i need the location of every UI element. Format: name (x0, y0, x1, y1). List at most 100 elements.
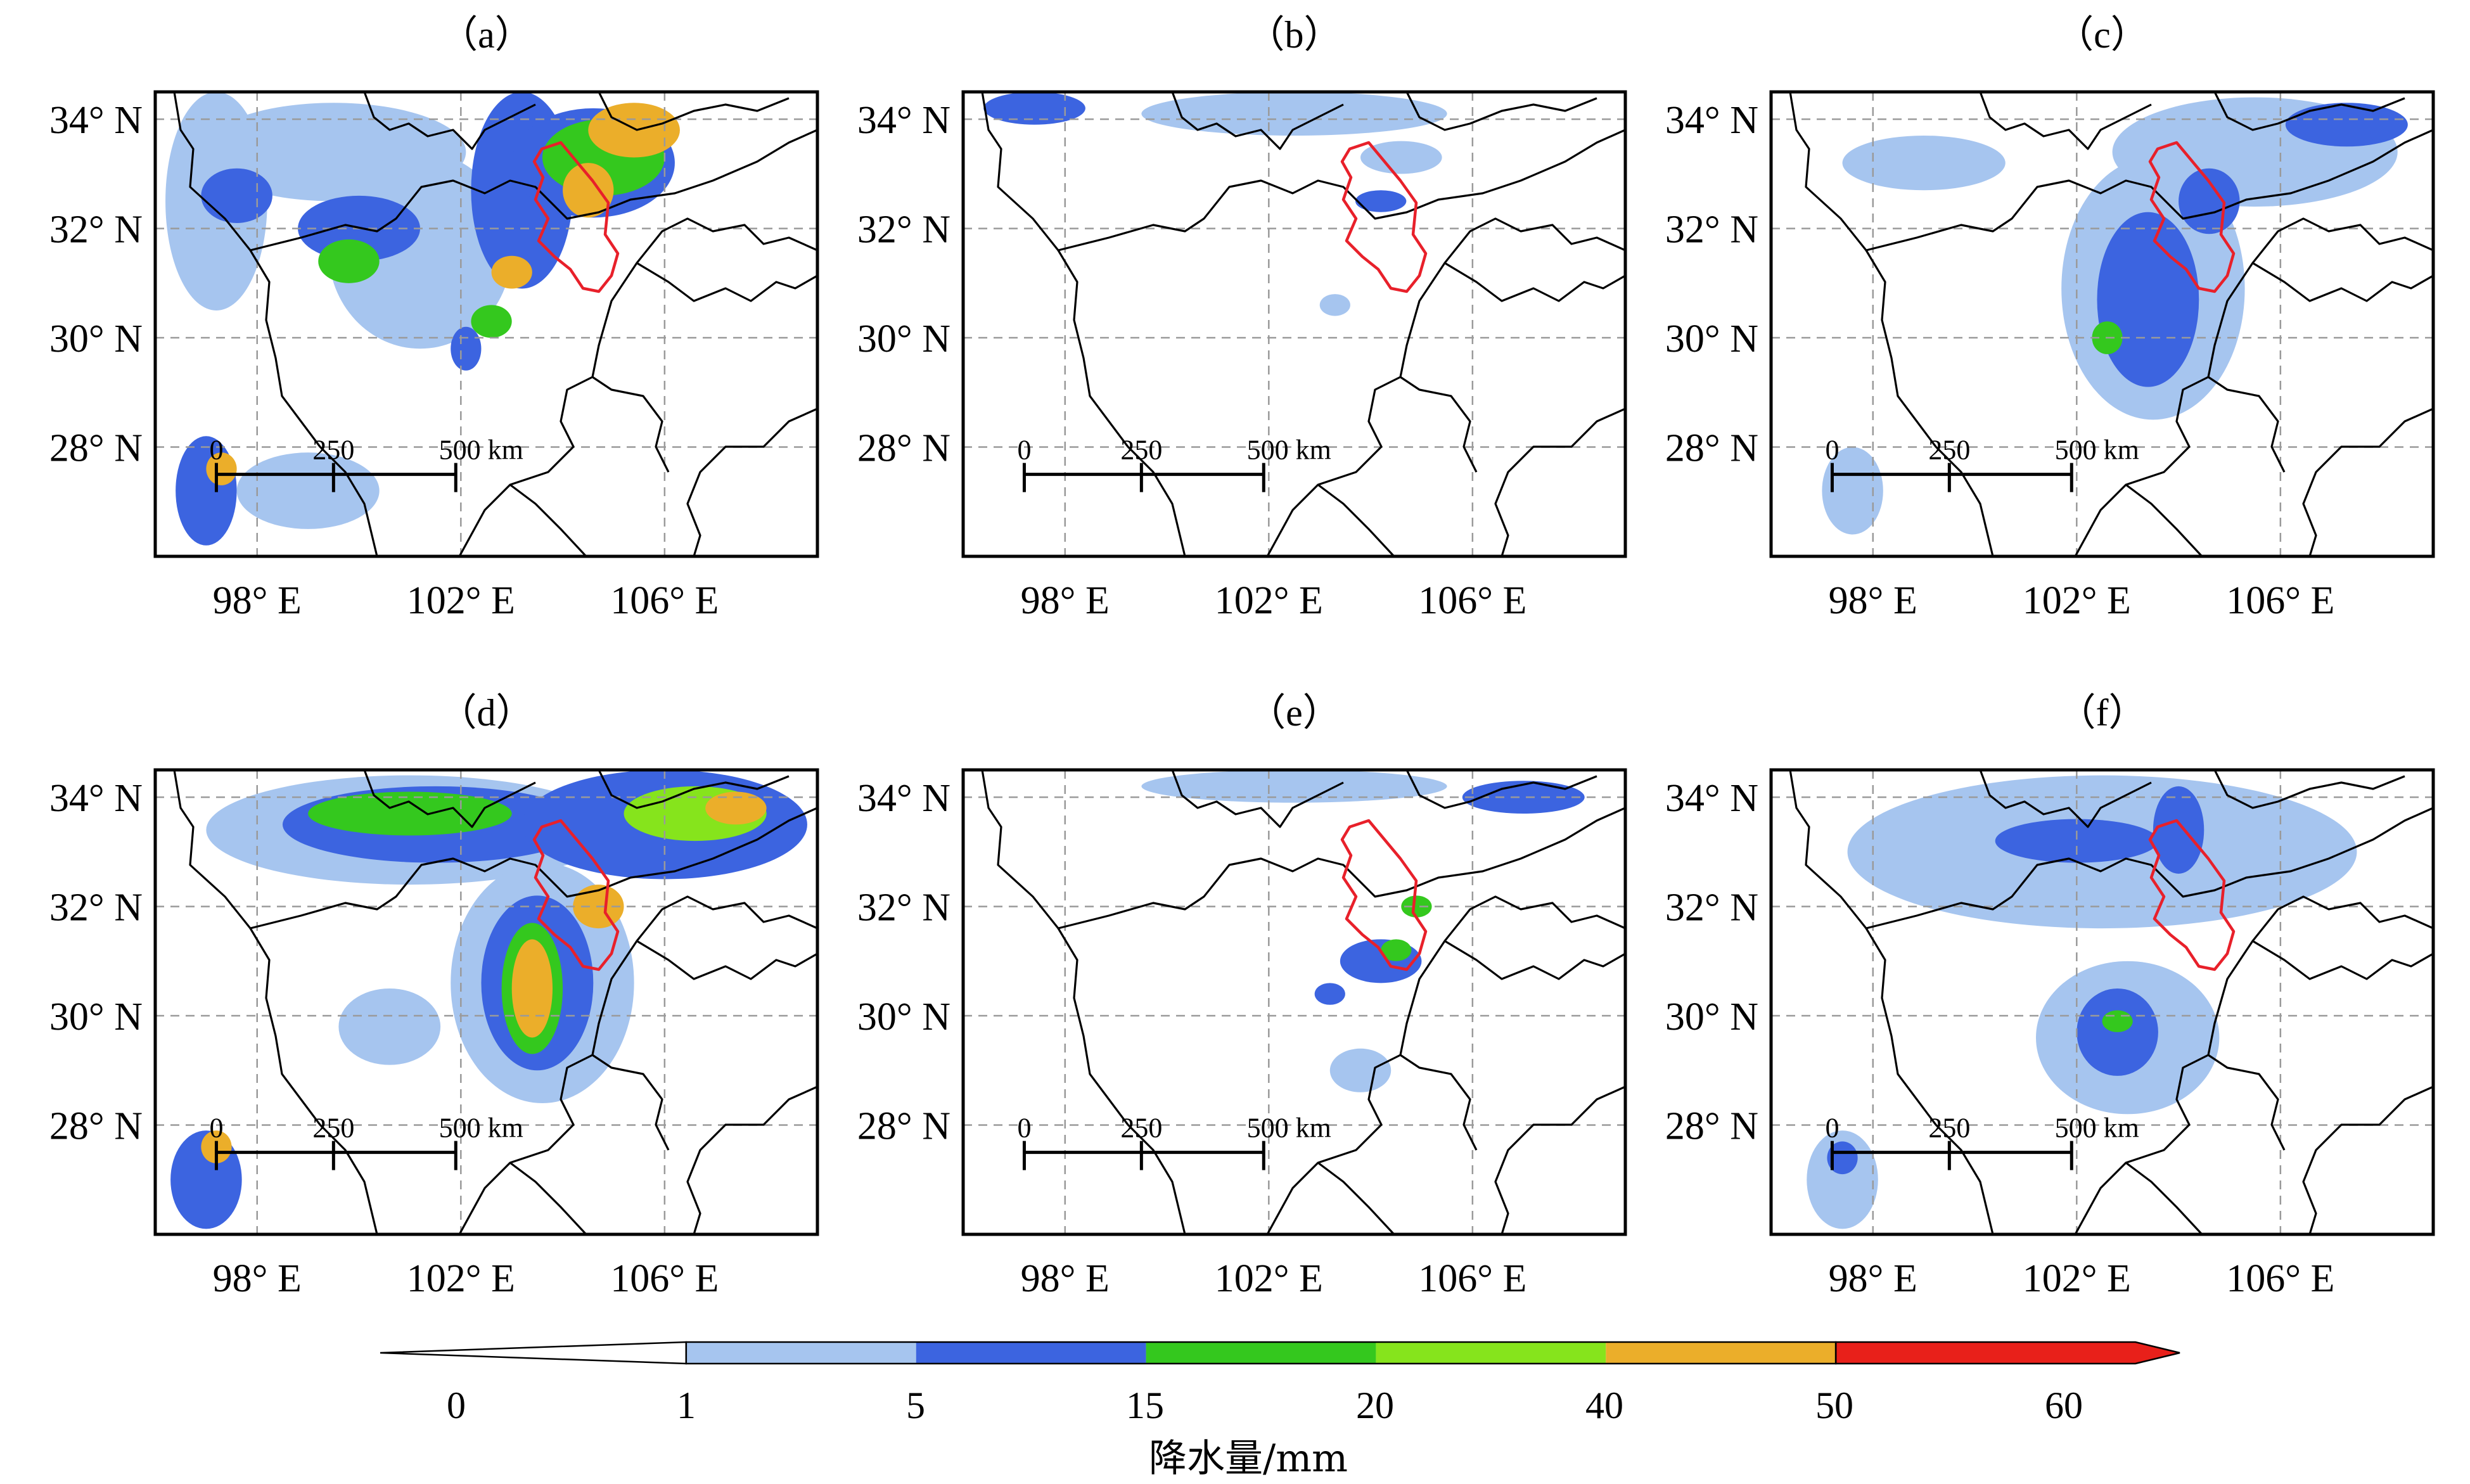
rain-area (1995, 819, 2158, 863)
latitude-tick-label: 30° N (857, 317, 950, 361)
province-border (509, 1161, 587, 1234)
plot-area: 0 250 500 km (1771, 92, 2433, 556)
rain-area (318, 239, 380, 283)
rain-area (1401, 895, 1432, 918)
longitude-tick-label: 106° E (2226, 1257, 2334, 1300)
colorbar-tick-label: 40 (1585, 1385, 1623, 1426)
latitude-tick-label: 28° N (49, 1105, 143, 1148)
province-border (2125, 1161, 2203, 1234)
province-border (2302, 1085, 2433, 1234)
map-panels: （a） 0 250 500 km 98° E 102° E 106° E 28° N 30° N… (49, 14, 2435, 1300)
province-border (1058, 129, 1625, 252)
rain-area (1822, 447, 1883, 535)
plot-area: 0 250 500 km (963, 770, 1625, 1234)
latitude-tick-label: 30° N (1665, 995, 1758, 1039)
rain-area (1360, 141, 1442, 174)
scale-bar-label: 500 km (2055, 1113, 2139, 1144)
rain-area (1319, 294, 1350, 316)
province-border (2208, 376, 2286, 473)
rain-area (176, 436, 237, 546)
scale-bar-label: 500 km (1247, 435, 1331, 466)
province-border (686, 407, 817, 556)
colorbar-segment (1376, 1342, 1606, 1364)
rain-area (2076, 988, 2158, 1076)
latitude-tick-label: 34° N (857, 99, 950, 142)
province-border (1317, 1161, 1395, 1234)
province-border (636, 940, 817, 980)
latitude-tick-label: 32° N (49, 886, 143, 930)
plot-area: 0 250 500 km (1771, 770, 2433, 1234)
province-border (2252, 262, 2433, 302)
scale-bar-label: 0 (209, 1113, 223, 1144)
province-border (1865, 129, 2433, 252)
province-border (2074, 217, 2433, 556)
longitude-tick-label: 98° E (1829, 1257, 1917, 1300)
longitude-tick-label: 106° E (2226, 579, 2334, 622)
map-panel: （c） 0 250 500 km 98° E 102° E 106° E 28° N 30° N… (1665, 14, 2435, 622)
latitude-tick-label: 28° N (857, 427, 950, 470)
rain-area (2097, 212, 2199, 387)
latitude-tick-label: 30° N (49, 995, 143, 1039)
colorbar-segment (1146, 1342, 1376, 1364)
province-border (1058, 807, 1625, 930)
scale-bar-label: 0 (1017, 435, 1031, 466)
latitude-tick-label: 28° N (1665, 427, 1758, 470)
province-border (598, 770, 790, 809)
panel-frame (1769, 90, 2435, 558)
province-border (2208, 1054, 2286, 1151)
study-basin-outline (532, 141, 620, 293)
longitude-tick-label: 102° E (1215, 579, 1323, 622)
scale-bar-label: 0 (1017, 1113, 1031, 1144)
longitude-tick-label: 98° E (1021, 579, 1110, 622)
province-border (2125, 483, 2203, 556)
scale-bar-label: 500 km (439, 1113, 523, 1144)
colorbar-tick-label: 5 (906, 1385, 925, 1426)
latitude-tick-label: 34° N (857, 777, 950, 820)
province-border (2302, 407, 2433, 556)
longitude-tick-label: 98° E (1021, 1257, 1110, 1300)
province-border (2252, 940, 2433, 980)
longitude-tick-label: 102° E (2023, 579, 2131, 622)
province-border (1317, 483, 1395, 556)
province-border (2074, 895, 2433, 1234)
scale-bar-label: 0 (209, 435, 223, 466)
colorbar-tick-label: 60 (2045, 1385, 2083, 1426)
panel-label: （d） (439, 692, 534, 734)
rain-area (236, 452, 380, 529)
province-border (1494, 1085, 1625, 1234)
rain-area (1842, 135, 2006, 191)
rain-area (2179, 168, 2240, 234)
province-border (173, 92, 378, 556)
longitude-tick-label: 102° E (1215, 1257, 1323, 1300)
rain-area (1141, 770, 1447, 803)
rain-area (2285, 103, 2408, 147)
study-basin-outline (532, 819, 620, 971)
rain-area (705, 791, 767, 825)
rain-area (491, 255, 532, 289)
latitude-tick-label: 28° N (49, 427, 143, 470)
longitude-tick-label: 102° E (407, 1257, 515, 1300)
latitude-tick-label: 32° N (1665, 208, 1758, 252)
scale-bar-label: 0 (1825, 435, 1839, 466)
province-border (1865, 807, 2433, 930)
province-border (686, 1085, 817, 1234)
study-basin-outline (1340, 819, 1428, 971)
panel-frame (961, 768, 1627, 1236)
colorbar-tick-label: 0 (447, 1385, 466, 1426)
colorbar-title: 降水量/mm (1149, 1436, 1348, 1481)
province-border (2213, 92, 2405, 131)
colorbar-tick-label: 20 (1356, 1385, 1394, 1426)
plot-area: 0 250 500 km (155, 770, 817, 1234)
panel-frame (1769, 768, 2435, 1236)
rain-area (201, 168, 272, 223)
plot-area: 0 250 500 km (155, 92, 817, 556)
province-border (363, 92, 536, 150)
map-panel: （a） 0 250 500 km 98° E 102° E 106° E 28° N 30° N… (49, 14, 819, 622)
province-border (458, 895, 817, 1234)
province-border (2213, 770, 2405, 809)
province-border (1171, 92, 1344, 150)
rain-area (1807, 1130, 1878, 1229)
province-border (1494, 407, 1625, 556)
